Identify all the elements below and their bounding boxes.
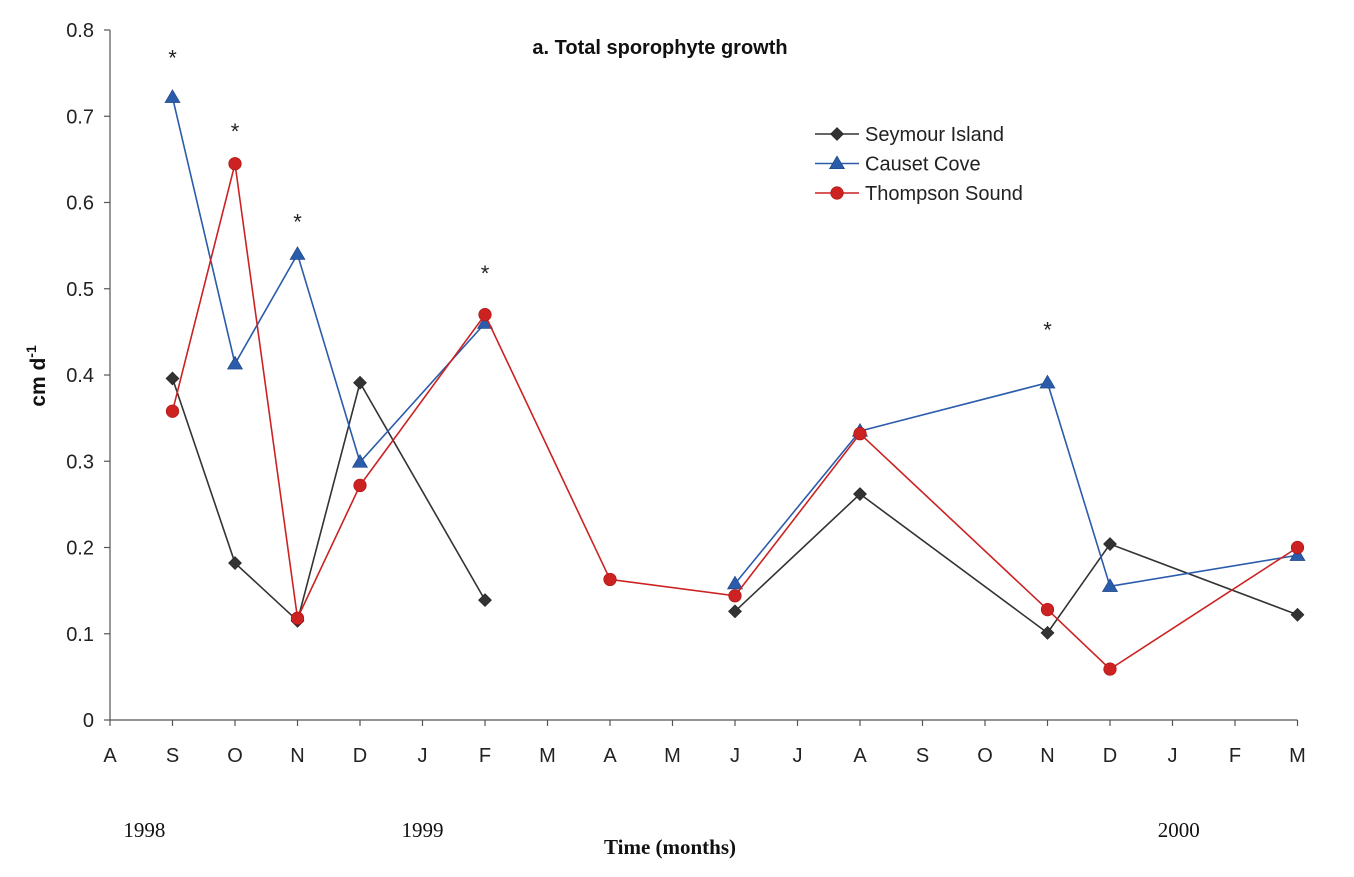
data-point (228, 157, 242, 171)
series-layer (164, 89, 1306, 676)
data-point (289, 246, 306, 260)
x-tick-label: N (1040, 745, 1054, 767)
series-line (171, 97, 486, 464)
data-point (1103, 537, 1117, 551)
legend-label: Causet Cove (865, 154, 981, 176)
significance-marker: * (168, 46, 177, 71)
x-tick-label: A (853, 745, 867, 767)
y-axis-label: cm d-1 (23, 345, 50, 407)
significance-marker: * (231, 119, 240, 144)
legend: Seymour Island Causet Cove Thompson Sound (815, 124, 1023, 205)
series-causet-cove (164, 89, 1306, 592)
x-tick-label: S (166, 745, 179, 767)
data-point (226, 355, 244, 370)
data-point (1103, 662, 1117, 676)
y-tick-label: 0.5 (66, 279, 94, 301)
svg-text:cm d-1: cm d-1 (23, 345, 50, 407)
data-point (478, 593, 492, 608)
data-point (228, 556, 242, 570)
series-thompson-sound (165, 157, 1305, 676)
axes: 0 0.1 0.2 0.3 0.4 0.5 0.6 0.7 0.8 A S O N D J F M A M J J A S O… (66, 20, 1306, 767)
data-point (830, 127, 844, 141)
significance-marker: * (293, 209, 302, 234)
y-tick-label: 0.8 (66, 20, 94, 42)
legend-item: Seymour Island (815, 124, 1004, 146)
significance-marker: * (481, 261, 490, 286)
data-point (1290, 607, 1305, 622)
data-point (1289, 547, 1306, 561)
y-tick-label: 0 (83, 710, 94, 732)
x-axis-label: Time (months) (604, 835, 736, 859)
x-tick-label: O (227, 745, 243, 767)
data-point (165, 404, 180, 418)
legend-item: Causet Cove (815, 154, 981, 176)
data-point (353, 478, 367, 493)
annotation-layer: * * * * * (168, 46, 1052, 343)
series-line (734, 492, 1298, 635)
year-label: 1999 (402, 818, 444, 842)
y-axis-label-text: cm d (27, 358, 50, 407)
data-point (726, 575, 744, 590)
data-point (1290, 540, 1305, 555)
data-point (853, 487, 867, 501)
legend-label: Seymour Island (865, 124, 1004, 146)
data-point (1101, 578, 1119, 592)
data-point (1040, 625, 1055, 640)
y-tick-label: 0.1 (66, 624, 94, 646)
data-point (353, 375, 367, 390)
x-tick-label: N (290, 745, 304, 767)
y-tick-label: 0.2 (66, 538, 94, 560)
year-label: 2000 (1158, 818, 1200, 842)
data-point (728, 604, 742, 619)
x-tick-label: O (977, 745, 993, 767)
year-label: 1998 (123, 818, 165, 842)
x-tick-label: M (1289, 745, 1306, 767)
series-line (171, 378, 486, 623)
legend-label: Thompson Sound (865, 183, 1023, 205)
x-tick-label: M (539, 745, 556, 767)
significance-marker: * (1043, 317, 1052, 342)
y-tick-label: 0.3 (66, 451, 94, 473)
x-tick-label: F (479, 745, 491, 767)
data-point (290, 611, 305, 625)
data-point (603, 572, 617, 587)
data-point (351, 454, 369, 468)
x-tick-label: M (664, 745, 681, 767)
x-tick-label: A (103, 745, 117, 767)
y-tick-label: 0.4 (66, 365, 94, 387)
y-tick-label: 0.7 (66, 106, 94, 128)
data-point (828, 155, 846, 170)
x-tick-label: F (1229, 745, 1241, 767)
legend-item: Thompson Sound (815, 183, 1023, 205)
data-point (728, 589, 742, 603)
data-point (165, 371, 180, 386)
y-tick-label: 0.6 (66, 193, 94, 215)
data-point (1039, 374, 1056, 389)
x-tick-label: J (730, 745, 740, 767)
data-point (478, 308, 492, 322)
y-axis-label-superscript: -1 (23, 345, 39, 358)
data-point (853, 427, 867, 441)
series-line (734, 381, 1298, 588)
x-tick-label: S (916, 745, 929, 767)
data-point (1040, 602, 1055, 617)
chart-title: a. Total sporophyte growth (532, 37, 787, 59)
year-labels: 1998 1999 2000 (123, 818, 1199, 842)
x-tick-label: J (418, 745, 428, 767)
x-tick-label: D (353, 745, 367, 767)
x-tick-label: A (603, 745, 617, 767)
data-point (164, 89, 181, 103)
data-point (830, 186, 844, 200)
x-tick-label: J (1168, 745, 1178, 767)
x-tick-label: D (1103, 745, 1117, 767)
x-tick-label: J (793, 745, 803, 767)
